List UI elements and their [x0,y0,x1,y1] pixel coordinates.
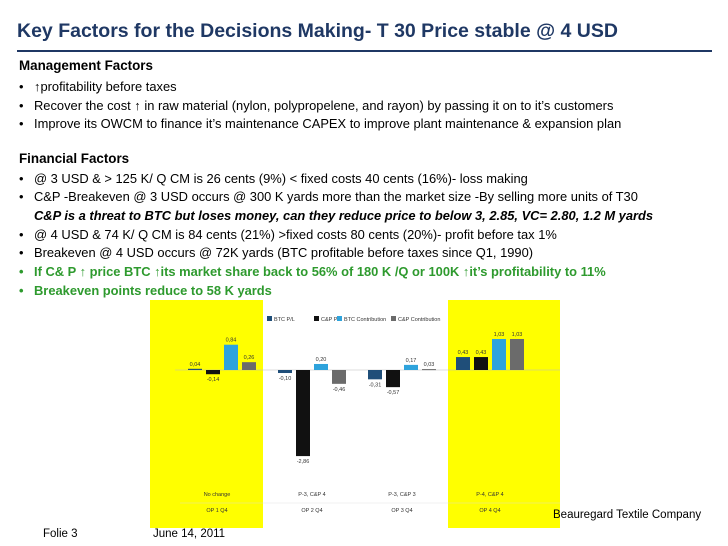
data-label: -0,14 [207,377,220,383]
bar-btc-p-l [278,370,292,374]
financial-bullet: • @ 4 USD & 74 K/ Q CM is 84 cents (21%) … [19,227,557,242]
financial-green-bullet: • If C& P ↑ price BTC ↑its market share b… [19,264,606,279]
bar-c-p-p-l [474,357,488,370]
category-scenario: P-4, C&P 4 [476,492,503,498]
data-label: 1,03 [494,332,505,338]
bar-c-p-p-l [296,370,310,457]
category-option: OP 1 Q4 [206,508,227,514]
data-label: -0,10 [279,376,292,382]
bar-btc-contribution [404,364,418,370]
financial-italic-line: C&P is a threat to BTC but loses money, … [34,208,654,223]
management-bullet: • ↑profitability before taxes [19,79,177,94]
data-label: -0,57 [387,390,400,396]
category-option: OP 3 Q4 [391,508,412,514]
highlight-panel [448,300,560,528]
bar-c-p-contribution [422,369,436,371]
legend-swatch [337,316,342,321]
bar-btc-contribution [492,338,506,370]
category-scenario: P-3, C&P 3 [388,492,415,498]
bar-c-p-p-l [386,370,400,388]
slide-date: June 14, 2011 [153,528,226,540]
legend-label: BTC P/L [274,317,295,323]
financial-bullet: • C&P -Breakeven @ 3 USD occurs @ 300 K y… [19,189,638,204]
bar-c-p-contribution [242,362,256,370]
category-scenario: P-3, C&P 4 [298,492,325,498]
bar-btc-p-l [456,357,470,370]
management-heading: Management Factors [19,58,153,73]
data-label: 0,03 [424,362,435,368]
profit-chart-svg: BTC P/L C&P P/L BTC Contribution C&P Contri… [150,300,560,528]
data-label: 0,26 [244,355,255,361]
bar-btc-p-l [368,370,382,380]
bar-btc-contribution [314,363,328,370]
highlight-panel [150,300,263,528]
data-label: 0,20 [316,357,327,363]
data-label: -0,46 [333,387,346,393]
data-label: 1,03 [512,332,523,338]
bar-btc-p-l [188,368,202,370]
legend-label: BTC Contribution [344,317,386,323]
management-bullet: • Improve its OWCM to finance it’s mainte… [19,116,622,131]
category-option: OP 4 Q4 [479,508,500,514]
data-label: 0,17 [406,358,417,364]
data-label: 0,04 [190,362,201,368]
page-title: Key Factors for the Decisions Making- T … [17,20,618,42]
bar-btc-contribution [224,344,238,370]
financial-bullet: • Breakeven @ 4 USD occurs @ 72K yards (B… [19,245,534,260]
title-rule [17,50,712,52]
legend-label: C&P P/L [321,317,342,323]
legend-swatch [391,316,396,321]
legend-swatch [314,316,319,321]
financial-green-bullet: • Breakeven points reduce to 58 K yards [19,283,272,298]
bar-c-p-p-l [206,370,220,375]
bar-c-p-contribution [510,338,524,370]
financial-bullet: • @ 3 USD & > 125 K/ Q CM is 26 cents (9%… [19,171,528,186]
data-label: -2,86 [297,459,310,465]
management-bullet: • Recover the cost ↑ in raw material (nyl… [19,98,614,113]
legend-swatch [267,316,272,321]
bar-c-p-contribution [332,370,346,384]
profit-chart: BTC P/L C&P P/L BTC Contribution C&P Contri… [150,300,560,528]
data-label: 0,43 [476,350,487,356]
data-label: 0,43 [458,350,469,356]
company-name: Beauregard Textile Company [553,509,702,521]
slide-number: Folie 3 [43,528,78,540]
data-label: -0,31 [369,382,382,388]
category-scenario: No change [204,492,231,498]
legend-label: C&P Contribution [398,317,440,323]
financial-heading: Financial Factors [19,151,130,166]
data-label: 0,84 [226,338,237,344]
category-option: OP 2 Q4 [301,508,322,514]
